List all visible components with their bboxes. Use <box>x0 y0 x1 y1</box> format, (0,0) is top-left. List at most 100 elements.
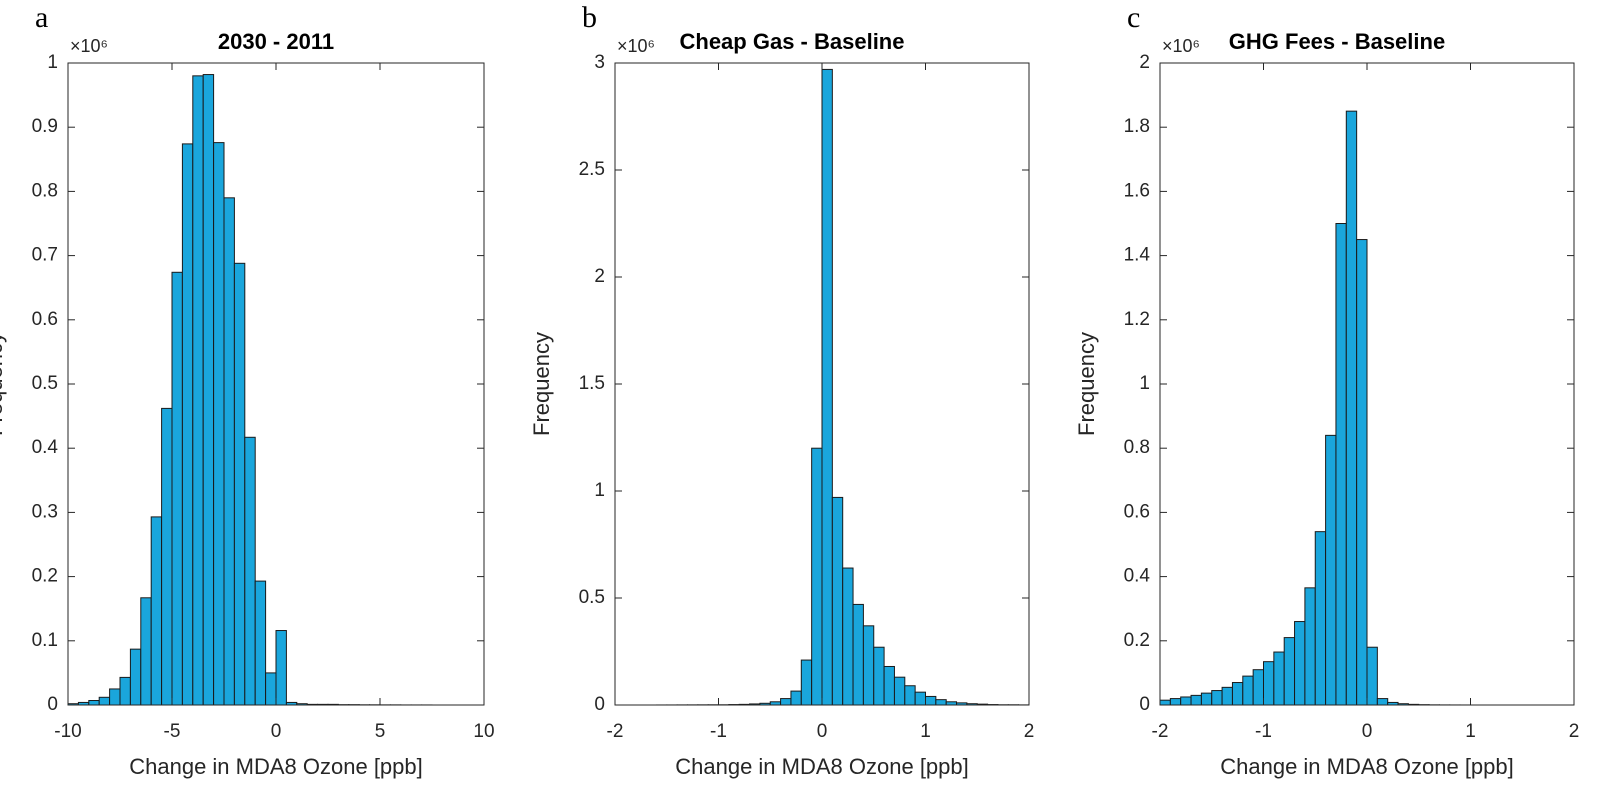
bar <box>1231 682 1244 706</box>
bar <box>1325 434 1337 706</box>
bar <box>119 676 131 706</box>
y-tick-label: 0.5 <box>579 587 605 608</box>
bar <box>883 665 895 706</box>
bar <box>790 690 802 706</box>
bar <box>171 271 183 706</box>
bar <box>852 603 864 706</box>
bar <box>233 262 246 706</box>
y-axis-title: Frequency <box>529 332 554 436</box>
bar <box>140 597 152 706</box>
bar <box>1211 690 1223 706</box>
bar <box>1180 696 1192 706</box>
bar <box>265 672 277 706</box>
x-axis-title: Change in MDA8 Ozone [ppb] <box>675 754 969 779</box>
bar <box>935 699 947 706</box>
bar <box>811 447 823 706</box>
y-tick-label: 0.6 <box>1124 501 1150 522</box>
y-tick-label: 0 <box>594 694 605 715</box>
x-tick-label: -2 <box>1152 721 1169 742</box>
bar <box>904 685 916 706</box>
bar <box>192 75 204 706</box>
y-tick-label: 1.6 <box>1124 180 1150 201</box>
bar <box>821 68 833 706</box>
panel-label: c <box>1127 1 1140 34</box>
y-tick-label: 0.6 <box>32 309 58 330</box>
bar <box>831 496 844 706</box>
bar <box>1242 675 1254 706</box>
y-tick-label: 0.7 <box>32 245 58 266</box>
bar <box>1221 686 1233 706</box>
y-tick-label: 0.4 <box>32 437 59 458</box>
x-tick-label: 5 <box>375 721 386 742</box>
y-tick-label: 1.8 <box>1124 116 1150 137</box>
y-tick-label: 1 <box>594 480 605 501</box>
y-tick-label: 1.2 <box>1124 309 1150 330</box>
panel: 0 0.5 1 1.5 2 2.5 3 -2 -1 0 1 2 Cheap Gas - Baseline… <box>529 1 1034 779</box>
bar <box>275 630 287 706</box>
bar <box>1283 637 1296 706</box>
bar <box>1314 531 1327 706</box>
y-exponent: ×10⁶ <box>617 36 655 56</box>
chart-title: Cheap Gas - Baseline <box>680 29 905 54</box>
y-tick-label: 1.5 <box>579 373 605 394</box>
bar <box>244 436 256 706</box>
bar <box>800 659 813 706</box>
y-axis-title: Frequency <box>0 332 7 436</box>
y-tick-label: 0.9 <box>32 116 58 137</box>
x-tick-label: 2 <box>1569 721 1580 742</box>
y-tick-label: 2.5 <box>579 159 605 180</box>
bar <box>1294 621 1306 706</box>
y-exponent: ×10⁶ <box>70 36 108 56</box>
y-tick-label: 0.8 <box>32 180 58 201</box>
bar <box>129 648 142 706</box>
x-tick-label: -1 <box>710 721 727 742</box>
y-tick-label: 0.2 <box>32 566 58 587</box>
x-tick-label: 1 <box>920 721 931 742</box>
bar <box>1252 669 1265 706</box>
bar <box>150 516 163 706</box>
bar <box>88 700 100 706</box>
x-axis-title: Change in MDA8 Ozone [ppb] <box>129 754 423 779</box>
y-tick-label: 0 <box>1139 694 1150 715</box>
x-tick-label: 10 <box>473 721 494 742</box>
bar <box>842 567 854 706</box>
bar <box>780 698 792 706</box>
y-tick-label: 2 <box>594 266 605 287</box>
bar <box>1263 661 1275 706</box>
bar <box>925 695 937 706</box>
y-tick-label: 1.4 <box>1124 245 1151 266</box>
y-tick-label: 2 <box>1139 52 1150 73</box>
bar <box>1345 110 1358 706</box>
bar <box>1190 694 1202 706</box>
x-tick-label: -2 <box>607 721 624 742</box>
bar <box>1159 699 1171 706</box>
bar <box>213 142 225 706</box>
x-tick-label: 2 <box>1024 721 1035 742</box>
y-tick-label: 0.5 <box>32 373 58 394</box>
panel: 0 0.1 0.2 0.3 0.4 0.5 0.6 0.7 0.8 0.9 1 -10 -5 0 5 10 20… <box>0 1 495 779</box>
bar <box>1356 239 1368 706</box>
chart-title: GHG Fees - Baseline <box>1229 29 1445 54</box>
bar <box>223 197 235 706</box>
bar <box>1200 692 1213 706</box>
x-tick-label: 0 <box>271 721 282 742</box>
y-axis-title: Frequency <box>1074 332 1099 436</box>
bar <box>1376 698 1389 706</box>
y-tick-label: 0.1 <box>32 630 58 651</box>
y-tick-label: 3 <box>594 52 605 73</box>
y-tick-label: 1 <box>1139 373 1150 394</box>
bar <box>98 696 111 706</box>
y-exponent: ×10⁶ <box>1162 36 1200 56</box>
axes-background <box>68 63 484 705</box>
bar <box>202 74 215 706</box>
bar <box>1366 646 1378 706</box>
x-tick-label: 0 <box>1362 721 1373 742</box>
bar <box>862 625 875 706</box>
y-tick-label: 1 <box>47 52 58 73</box>
panel-label: b <box>582 1 597 34</box>
y-tick-label: 0 <box>47 694 58 715</box>
bar <box>181 143 194 706</box>
bar <box>1304 587 1316 706</box>
